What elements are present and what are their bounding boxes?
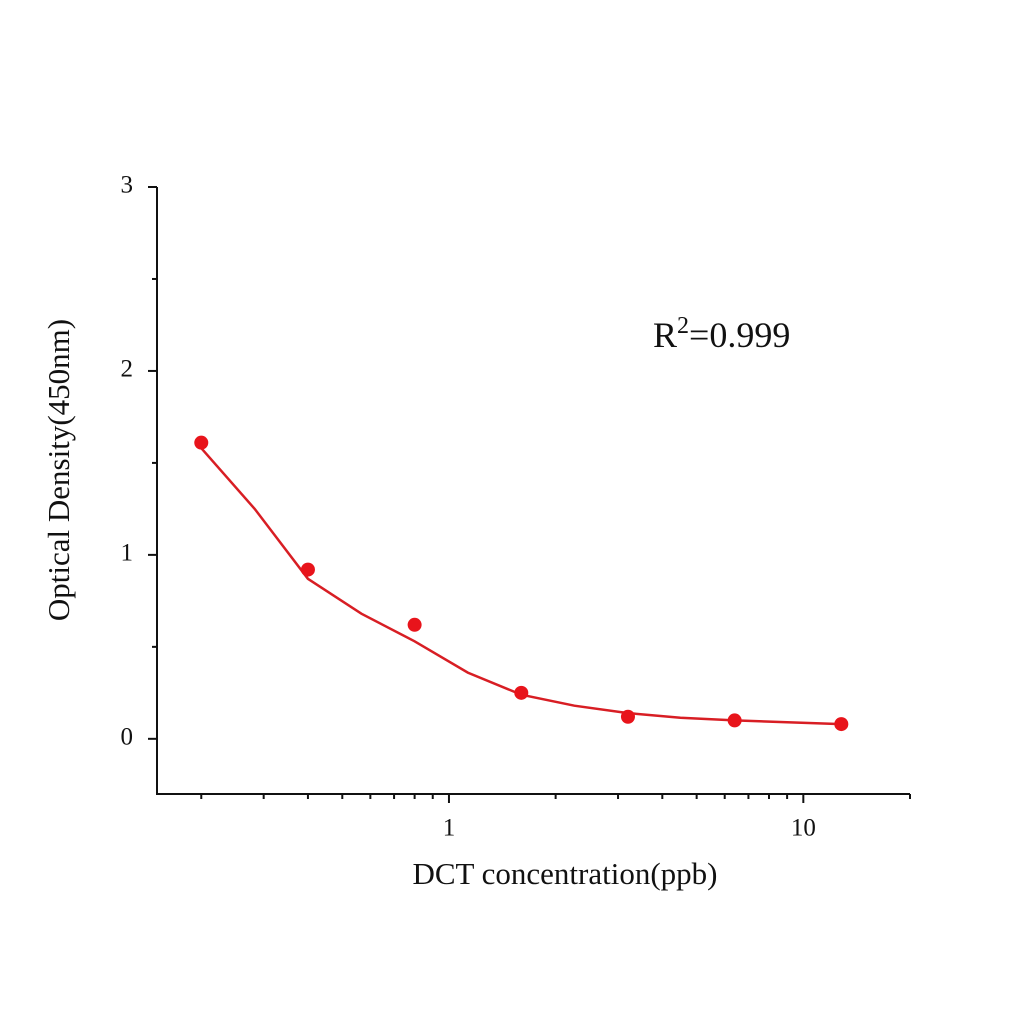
- y-tick-label: 3: [121, 172, 134, 199]
- y-axis-title: Optical Density(450nm): [41, 319, 76, 621]
- annotation: R2=0.999: [653, 313, 790, 356]
- data-point: [407, 617, 422, 632]
- x-tick-label: 10: [791, 815, 816, 842]
- annotation-rest: =0.999: [689, 315, 790, 355]
- data-point: [194, 435, 209, 450]
- annotation-base: R: [653, 315, 677, 355]
- data-point: [300, 562, 315, 577]
- fit-curve: [200, 447, 842, 726]
- y-tick-label: 1: [121, 540, 134, 567]
- data-point: [514, 685, 529, 700]
- annotation-sup: 2: [677, 313, 689, 339]
- data-point: [834, 717, 849, 732]
- data-point: [727, 713, 742, 728]
- y-tick-label: 2: [121, 356, 134, 383]
- x-axis-title: DCT concentration(ppb): [412, 856, 717, 891]
- data-point: [620, 709, 635, 724]
- x-tick-label: 1: [443, 815, 456, 842]
- y-tick-label: 0: [121, 724, 134, 751]
